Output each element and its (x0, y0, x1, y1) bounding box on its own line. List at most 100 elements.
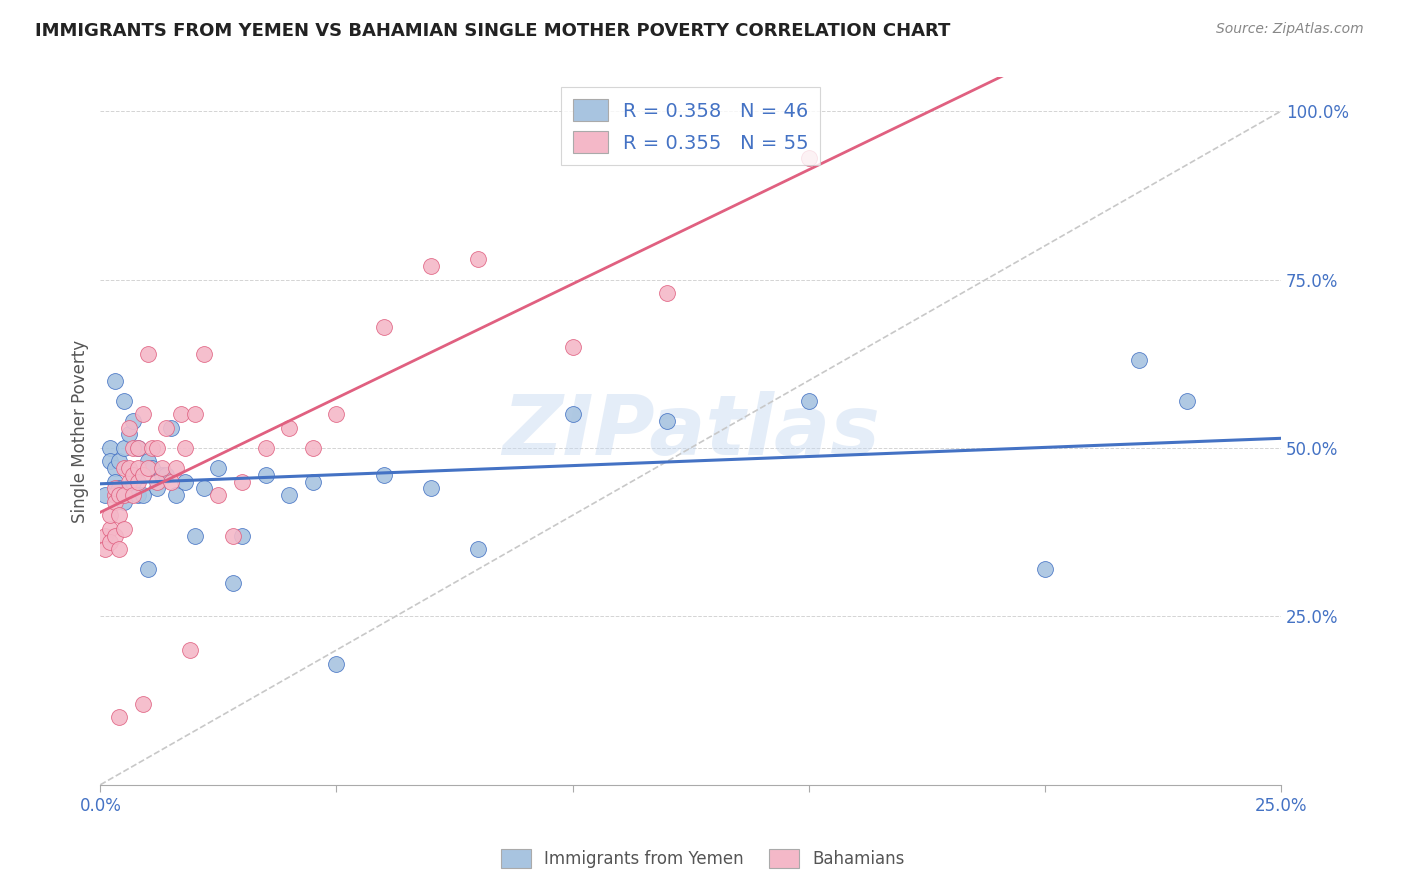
Point (231, 475, 253, 489)
Point (127, 488, 149, 502)
Point (136, 461, 159, 475)
Point (467, 541, 489, 556)
Point (169, 407, 191, 421)
Legend: Immigrants from Yemen, Bahamians: Immigrants from Yemen, Bahamians (495, 843, 911, 875)
Point (146, 475, 169, 489)
Point (165, 488, 187, 502)
Point (98, 441, 121, 455)
Point (278, 488, 301, 502)
Point (561, 407, 583, 421)
Point (118, 421, 141, 435)
Point (136, 454, 159, 468)
Point (112, 522, 135, 536)
Point (174, 475, 197, 489)
Point (94, 528, 117, 542)
Point (98, 535, 121, 549)
Point (184, 407, 207, 421)
Point (160, 421, 183, 435)
Point (179, 643, 201, 657)
Point (419, 481, 441, 495)
Point (112, 393, 135, 408)
Point (108, 454, 131, 468)
Point (132, 697, 155, 711)
Point (278, 421, 301, 435)
Point (94, 541, 117, 556)
Point (136, 562, 159, 576)
Point (221, 575, 243, 590)
Point (103, 495, 125, 509)
Point (141, 441, 163, 455)
Point (184, 528, 207, 542)
Point (136, 346, 159, 360)
Point (103, 461, 125, 475)
Point (118, 481, 141, 495)
Point (132, 488, 155, 502)
Point (207, 461, 229, 475)
Point (118, 461, 141, 475)
Point (122, 414, 145, 428)
Point (112, 488, 135, 502)
Point (108, 508, 131, 523)
Point (108, 541, 131, 556)
Point (103, 481, 125, 495)
Point (174, 441, 197, 455)
Point (373, 319, 395, 334)
Point (127, 461, 149, 475)
Text: ZIPatlas: ZIPatlas (502, 391, 880, 472)
Point (103, 374, 125, 388)
Point (146, 481, 169, 495)
Point (655, 285, 678, 300)
Point (221, 528, 243, 542)
Point (150, 461, 173, 475)
Point (325, 657, 347, 671)
Point (118, 475, 141, 489)
Point (122, 441, 145, 455)
Point (132, 467, 155, 482)
Point (193, 346, 215, 360)
Point (112, 441, 135, 455)
Point (467, 252, 489, 267)
Point (302, 441, 325, 455)
Point (254, 441, 277, 455)
Point (122, 488, 145, 502)
Point (118, 427, 141, 442)
Point (193, 481, 215, 495)
Point (127, 441, 149, 455)
Point (655, 414, 678, 428)
Point (141, 461, 163, 475)
Point (108, 710, 131, 724)
Point (127, 441, 149, 455)
Point (108, 488, 131, 502)
Point (103, 488, 125, 502)
Point (160, 475, 183, 489)
Point (1175, 393, 1198, 408)
Point (122, 467, 145, 482)
Point (98, 522, 121, 536)
Point (254, 467, 277, 482)
Text: IMMIGRANTS FROM YEMEN VS BAHAMIAN SINGLE MOTHER POVERTY CORRELATION CHART: IMMIGRANTS FROM YEMEN VS BAHAMIAN SINGLE… (35, 22, 950, 40)
Point (302, 475, 325, 489)
Y-axis label: Single Mother Poverty: Single Mother Poverty (72, 340, 89, 523)
Point (561, 340, 583, 354)
Point (373, 467, 395, 482)
Point (94, 488, 117, 502)
Point (1128, 353, 1150, 368)
Point (207, 488, 229, 502)
Point (1033, 562, 1056, 576)
Point (155, 421, 177, 435)
Point (127, 475, 149, 489)
Point (150, 467, 173, 482)
Point (103, 475, 125, 489)
Point (797, 393, 820, 408)
Point (132, 407, 155, 421)
Point (155, 467, 177, 482)
Point (146, 441, 169, 455)
Point (112, 461, 135, 475)
Legend: R = 0.358   N = 46, R = 0.355   N = 55: R = 0.358 N = 46, R = 0.355 N = 55 (561, 87, 821, 165)
Point (108, 488, 131, 502)
Point (797, 151, 820, 165)
Point (419, 259, 441, 273)
Point (165, 461, 187, 475)
Point (108, 481, 131, 495)
Point (103, 528, 125, 542)
